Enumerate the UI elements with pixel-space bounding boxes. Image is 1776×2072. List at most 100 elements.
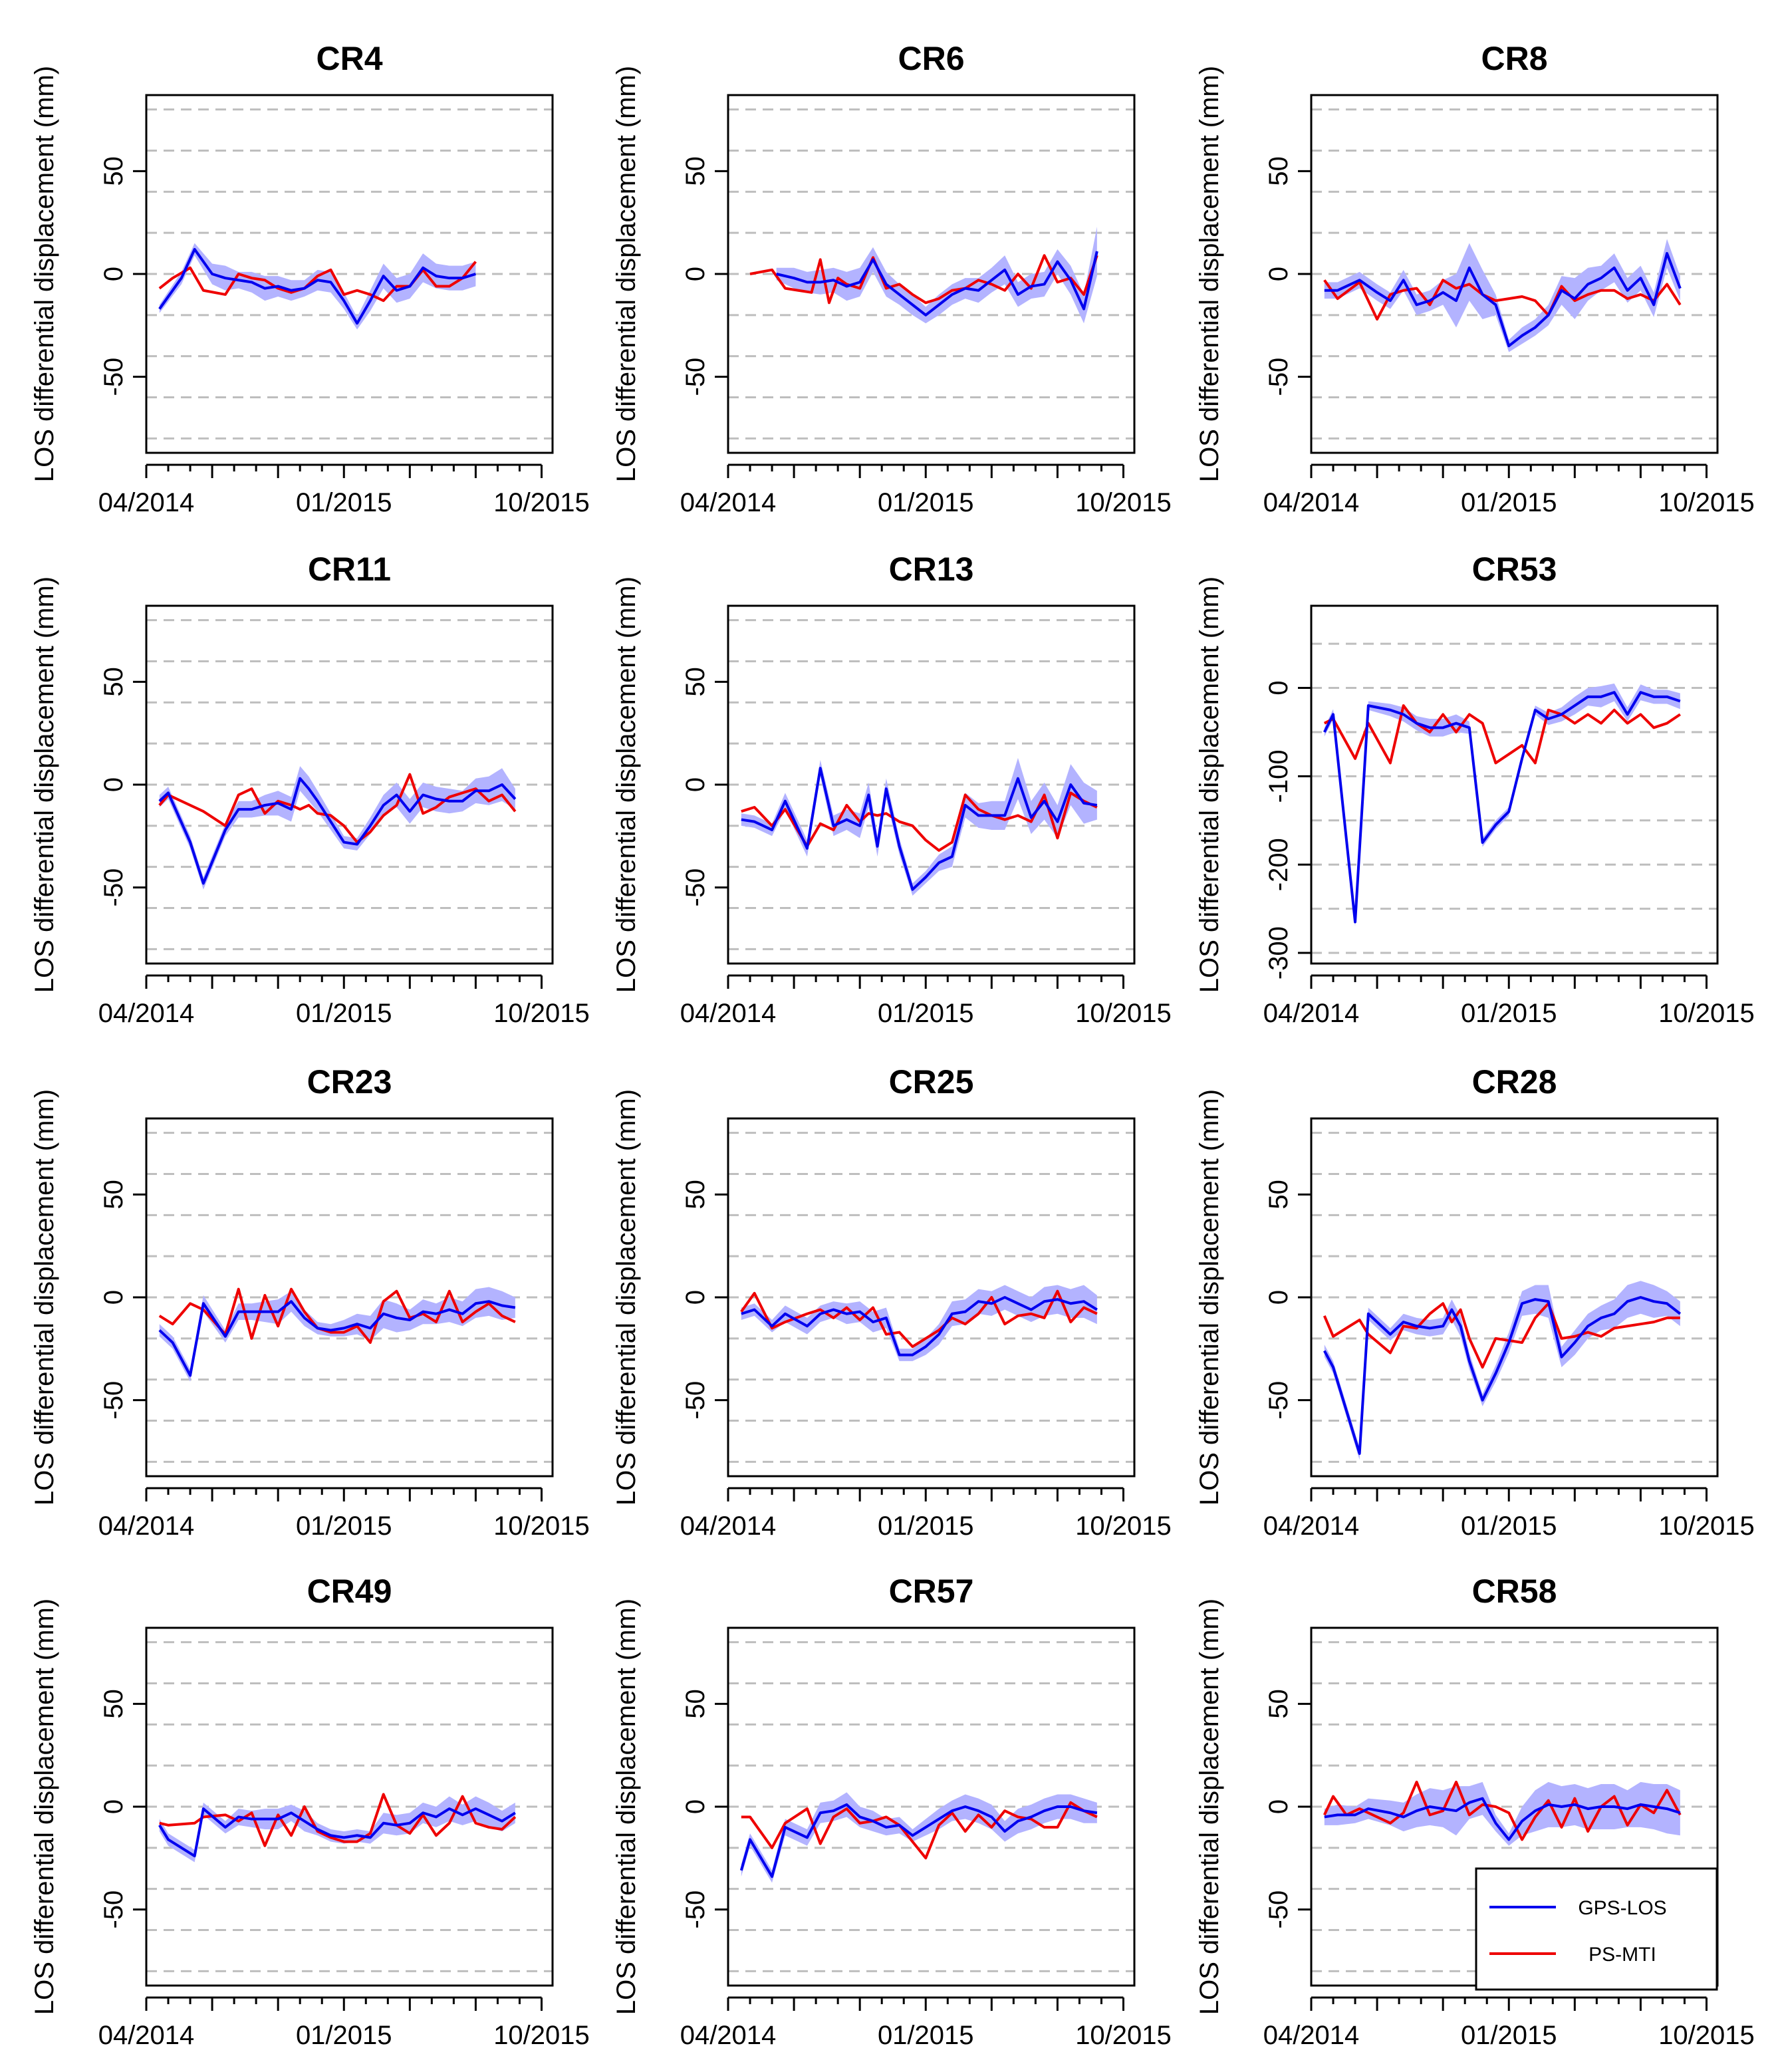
series-gps-los (741, 767, 1098, 891)
panel-title: CR28 (1472, 1063, 1557, 1101)
panel-cr58: CR58 50 0 -50 LOS differential displacement … (1195, 1573, 1755, 2050)
series-ps-mti (159, 1793, 517, 1847)
x-tick-label: 10/2015 (1658, 999, 1755, 1028)
series-gps-los (1323, 691, 1681, 924)
gps-uncertainty-band (741, 1792, 1097, 1883)
x-tick-label: 10/2015 (1075, 999, 1172, 1028)
series-gps-los (1324, 1797, 1681, 1841)
legend: GPS-LOS PS-MTI (1475, 1867, 1718, 1991)
y-tick-label: -50 (681, 1381, 710, 1420)
x-tick-label: 04/2014 (98, 488, 195, 517)
y-tick-label: -100 (1264, 749, 1293, 803)
panel-cr4: CR4 50 0 -50 LOS differential displacement (… (30, 40, 590, 517)
y-tick-label: 0 (681, 1799, 710, 1814)
gps-uncertainty-band (159, 1287, 515, 1382)
y-tick-label: 50 (99, 667, 128, 697)
y-tick-label: 0 (1264, 1290, 1293, 1305)
y-axis-label: LOS differential displacement (mm) (1195, 1599, 1224, 2015)
panel-title: CR6 (898, 40, 964, 77)
y-axis-label: LOS differential displacement (mm) (612, 1599, 641, 2015)
panel-cr25: CR25 50 0 -50 LOS differential displacement … (612, 1063, 1172, 1541)
gps-uncertainty-band (1324, 1781, 1680, 1846)
series-ps-mti (158, 261, 477, 303)
series-ps-mti (749, 254, 1098, 305)
x-tick-label: 10/2015 (493, 2021, 590, 2050)
x-tick-label: 10/2015 (1658, 488, 1755, 517)
y-tick-label: -50 (99, 358, 128, 396)
panel-cr53: CR53 0 -100 -200 -300 LOS differential displa… (1195, 551, 1755, 1028)
y-axis-label: LOS differential displacement (mm) (612, 577, 641, 993)
x-tick-label: 01/2015 (296, 2021, 392, 2050)
x-tick-label: 01/2015 (1461, 488, 1557, 517)
y-tick-label: -50 (99, 868, 128, 907)
x-tick-label: 01/2015 (1461, 2021, 1557, 2050)
gps-uncertainty-band (1324, 1281, 1680, 1460)
x-tick-label: 01/2015 (878, 1511, 974, 1541)
y-axis-label: LOS differential displacement (mm) (30, 1089, 59, 1505)
y-axis-label: LOS differential displacement (mm) (1195, 577, 1224, 993)
panel-cr49: CR49 50 0 -50 LOS differential displacement … (30, 1573, 590, 2050)
x-tick-label: 04/2014 (680, 488, 777, 517)
y-tick-label: -50 (1264, 358, 1293, 396)
y-tick-label: -50 (99, 1890, 128, 1929)
x-tick-label: 10/2015 (1658, 2021, 1755, 2050)
x-tick-label: 01/2015 (1461, 1511, 1557, 1541)
x-tick-label: 10/2015 (493, 488, 590, 517)
series-gps-los (158, 777, 517, 885)
gps-uncertainty-band (1324, 683, 1680, 927)
legend-box (1475, 1867, 1718, 1991)
x-tick-label: 01/2015 (296, 1511, 392, 1541)
x-tick-label: 10/2015 (493, 1511, 590, 1541)
series-ps-mti (1323, 1302, 1680, 1369)
y-tick-label: 50 (681, 1689, 710, 1719)
x-tick-label: 01/2015 (296, 999, 392, 1028)
y-tick-label: -50 (681, 1890, 710, 1929)
x-tick-label: 01/2015 (878, 2021, 974, 2050)
x-tick-label: 04/2014 (680, 999, 777, 1028)
panel-cr28: CR28 50 0 -50 LOS differential displacement … (1195, 1063, 1755, 1541)
y-tick-label: 0 (99, 1799, 128, 1814)
panel-title: CR25 (889, 1063, 974, 1101)
y-tick-label: -50 (1264, 1381, 1293, 1420)
gps-uncertainty-band (159, 243, 476, 330)
gps-uncertainty-band (741, 757, 1097, 896)
x-tick-label: 10/2015 (493, 999, 590, 1028)
series-ps-mti (740, 1289, 1098, 1349)
y-axis-label: LOS differential displacement (mm) (1195, 66, 1224, 482)
series-gps-los (741, 1296, 1098, 1357)
y-tick-label: -200 (1264, 838, 1293, 891)
series-gps-los (739, 1803, 1098, 1878)
series-gps-los (158, 1300, 516, 1377)
series-ps-mti (1323, 1780, 1682, 1841)
y-axis-label: LOS differential displacement (mm) (612, 1089, 641, 1505)
panel-title: CR13 (889, 551, 974, 588)
series-gps-los (1323, 1296, 1682, 1455)
series-ps-mti (1323, 704, 1681, 765)
panel-cr6: CR6 50 0 -50 LOS differential displacement (… (612, 40, 1172, 517)
panel-title: CR58 (1472, 1573, 1557, 1610)
series-ps-mti (158, 773, 517, 844)
y-tick-label: 50 (1264, 1180, 1293, 1210)
y-tick-label: 50 (681, 156, 710, 186)
x-tick-label: 04/2014 (98, 2021, 195, 2050)
y-tick-label: 50 (1264, 156, 1293, 186)
panel-title: CR8 (1481, 40, 1547, 77)
panels: CR4 50 0 -50 LOS differential displacement (… (30, 40, 1755, 2050)
panel-title: CR49 (307, 1573, 392, 1610)
x-tick-label: 10/2015 (1658, 1511, 1755, 1541)
series-gps-los (1324, 252, 1682, 348)
x-tick-label: 04/2014 (98, 999, 195, 1028)
y-axis-label: LOS differential displacement (mm) (1195, 1089, 1224, 1505)
panel-cr23: CR23 50 0 -50 LOS differential displacement … (30, 1063, 590, 1541)
panel-title: CR11 (308, 551, 391, 588)
y-tick-label: -300 (1264, 926, 1293, 979)
y-tick-label: -50 (681, 868, 710, 907)
panel-cr13: CR13 50 0 -50 LOS differential displacement … (612, 551, 1172, 1028)
gps-uncertainty-band (1324, 239, 1680, 352)
y-tick-label: 0 (1264, 1799, 1293, 1814)
x-tick-label: 01/2015 (1461, 999, 1557, 1028)
plot-frame (1310, 604, 1719, 965)
panel-title: CR57 (889, 1573, 974, 1610)
x-tick-label: 04/2014 (1263, 2021, 1360, 2050)
